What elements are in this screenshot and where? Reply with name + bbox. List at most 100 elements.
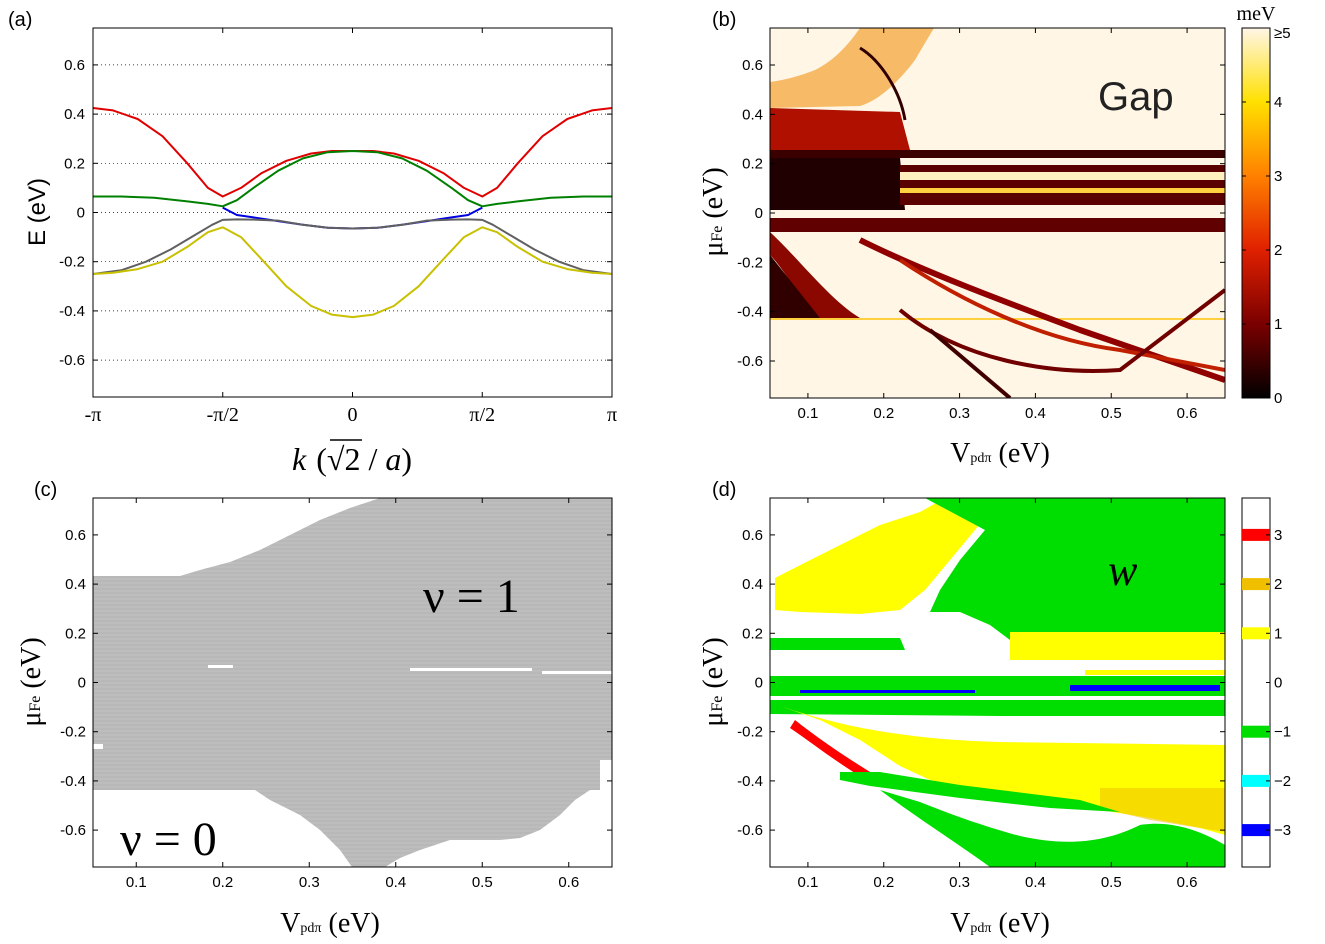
panel-a-label: (a) [8, 9, 32, 31]
svg-text:μFe (eV): μFe (eV) [16, 637, 47, 726]
panel-a-ytick-label: 0 [77, 205, 85, 222]
panel-c-ylabel: μFe (eV) [16, 637, 47, 726]
xlabel-open: ( [316, 441, 327, 477]
panel-d-ytick-label: 0.4 [742, 576, 763, 593]
panel-b-colorbar-tick-label: 0 [1274, 390, 1282, 407]
panel-a-ytick-label: 0.4 [64, 106, 85, 123]
ylabel-sub: Fe [709, 696, 726, 712]
panel-c-xtick-label: 0.6 [558, 874, 579, 891]
panel-c: (c) ν = 1 ν = 0 0.1 0.2 0.3 0.4 0.5 0.6 0.6 0.4… [16, 479, 613, 939]
panel-d-colorbar-tick-label: −1 [1274, 724, 1291, 741]
xlabel-unit: (eV) [322, 908, 380, 939]
xlabel-sub: pdπ [970, 451, 991, 466]
panel-c-xlabel: Vpdπ (eV) [280, 908, 380, 939]
panel-d-colorbar-tick-label: −3 [1274, 822, 1291, 839]
panel-d-colorbar-tick-label: 3 [1274, 527, 1282, 544]
xlabel-v: V [950, 438, 970, 469]
panel-a-ylabel: E (eV) [24, 178, 51, 246]
panel-b-ytick-label: 0.4 [742, 106, 763, 123]
panel-b-colorbar [1241, 27, 1271, 399]
panel-b-colorbar-unit: meV [1237, 3, 1276, 25]
xlabel-sub: pdπ [970, 921, 991, 936]
panel-c-ytick-label: 0.2 [65, 625, 86, 642]
panel-c-annotation-top: ν = 1 [423, 570, 520, 623]
panel-a-xtick-label: π [607, 404, 617, 426]
panel-d-xlabel: Vpdπ (eV) [950, 908, 1050, 939]
panel-b-ytick-label: 0.6 [742, 57, 763, 74]
ylabel-unit: (eV) [698, 167, 729, 225]
panel-b-ytick-label: -0.2 [737, 254, 763, 271]
panel-b-colorbar-tick-label: 4 [1274, 94, 1282, 111]
panel-b-label: (b) [712, 9, 736, 31]
panel-b-xtick-label: 0.5 [1101, 405, 1122, 422]
xlabel-two: 2 [344, 441, 360, 477]
panel-b-xtick-label: 0.4 [1025, 405, 1046, 422]
panel-d-heatmap [770, 498, 1225, 867]
panel-c-xtick-label: 0.1 [126, 874, 147, 891]
ylabel-unit: (eV) [698, 637, 729, 695]
panel-c-annotation-bottom: ν = 0 [120, 813, 217, 866]
panel-b-ticks: 0.1 0.2 0.3 0.4 0.5 0.6 0.6 0.4 0.2 0 -0.2 -0.4 -0.6 [737, 28, 1225, 422]
svg-text:μFe (eV): μFe (eV) [698, 637, 729, 726]
panel-b-ytick-label: 0.2 [742, 156, 763, 173]
panel-d-xtick-label: 0.2 [873, 874, 894, 891]
panel-c-ytick-label: -0.4 [60, 773, 86, 790]
panel-d-ytick-label: 0.2 [742, 625, 763, 642]
panel-c-ytick-label: 0 [78, 675, 86, 692]
panel-d-ytick-label: -0.6 [737, 822, 763, 839]
panel-c-ticks: 0.1 0.2 0.3 0.4 0.5 0.6 0.6 0.4 0.2 0 -0.2 -0.4 -0.6 [60, 498, 612, 891]
panel-d-colorbar-tick-label: 2 [1274, 576, 1282, 593]
panel-c-ytick-label: -0.2 [60, 724, 86, 741]
panel-b-annotation: Gap [1098, 75, 1174, 119]
panel-c-ytick-label: -0.6 [60, 822, 86, 839]
panel-b-xlabel: Vpdπ (eV) [950, 438, 1050, 469]
panel-c-heatmap [93, 498, 612, 867]
panel-b-xtick-label: 0.1 [797, 405, 818, 422]
panel-d-colorbar-swatch [1242, 627, 1270, 640]
ylabel-sub: Fe [709, 226, 726, 242]
panel-a-grid [93, 64, 612, 361]
panel-d: (d) w 0.1 0.2 0.3 0.4 0.5 0.6 0.6 0.4 0.2 0 -0.2 -0… [698, 479, 1291, 939]
xlabel-v: V [950, 908, 970, 939]
panel-a-frame [92, 27, 613, 398]
xlabel-v: V [280, 908, 300, 939]
panel-d-colorbar-swatch [1242, 774, 1270, 787]
panel-d-ticks: 0.1 0.2 0.3 0.4 0.5 0.6 0.6 0.4 0.2 0 -0.2 -0.4 -0.6 [737, 498, 1225, 891]
panel-a-series-2 [222, 206, 483, 230]
panel-b: (b) Gap 0.1 0.2 0.3 0.4 0.5 0.60.60.40.20- [698, 3, 1291, 469]
panel-c-ytick-label: 0.4 [65, 576, 86, 593]
panel-b-heatmap [770, 28, 1225, 398]
panel-a-xtick-label: -π/2 [207, 404, 239, 426]
panel-d-colorbar-swatch [1242, 528, 1270, 541]
panel-d-colorbar-tick-label: −2 [1274, 773, 1291, 790]
panel-b-ytick-label: -0.6 [737, 353, 763, 370]
xlabel-unit: (eV) [992, 438, 1050, 469]
panel-d-ytick-label: 0 [755, 675, 763, 692]
panel-a-series-3 [93, 218, 612, 275]
panel-d-xtick-label: 0.4 [1025, 874, 1046, 891]
xlabel-k: k [292, 441, 307, 477]
panel-d-colorbar [1241, 497, 1271, 868]
panel-b-colorbar-tick-label: ≥5 [1274, 25, 1291, 42]
panel-a-xtick-label: 0 [348, 404, 358, 426]
panel-c-xtick-label: 0.5 [472, 874, 493, 891]
panel-c-label: (c) [34, 479, 57, 501]
panel-a-series-4 [93, 226, 612, 319]
panel-c-xtick-label: 0.4 [385, 874, 406, 891]
ylabel-unit: (eV) [16, 637, 47, 695]
panel-d-ytick-label: 0.6 [742, 527, 763, 544]
panel-d-xtick-label: 0.1 [797, 874, 818, 891]
panel-d-annotation: w [1108, 546, 1138, 595]
panel-b-colorbar-tick-label: 1 [1274, 316, 1282, 333]
panel-b-colorbar-ticks: ≥5 4 3 2 1 0 [1242, 25, 1291, 407]
panel-a-xtick-label: π/2 [469, 404, 495, 426]
panel-d-colorbar-tick-label: 0 [1274, 675, 1282, 692]
panel-d-colorbar-swatch [1242, 578, 1270, 591]
panel-a-ytick-label: -0.2 [59, 254, 85, 271]
panel-b-xtick-label: 0.3 [949, 405, 970, 422]
panel-d-colorbar-swatch [1242, 725, 1270, 738]
panel-a-series-0 [93, 107, 612, 198]
panel-d-ylabel: μFe (eV) [698, 637, 729, 726]
panel-d-ytick-label: -0.4 [737, 773, 763, 790]
